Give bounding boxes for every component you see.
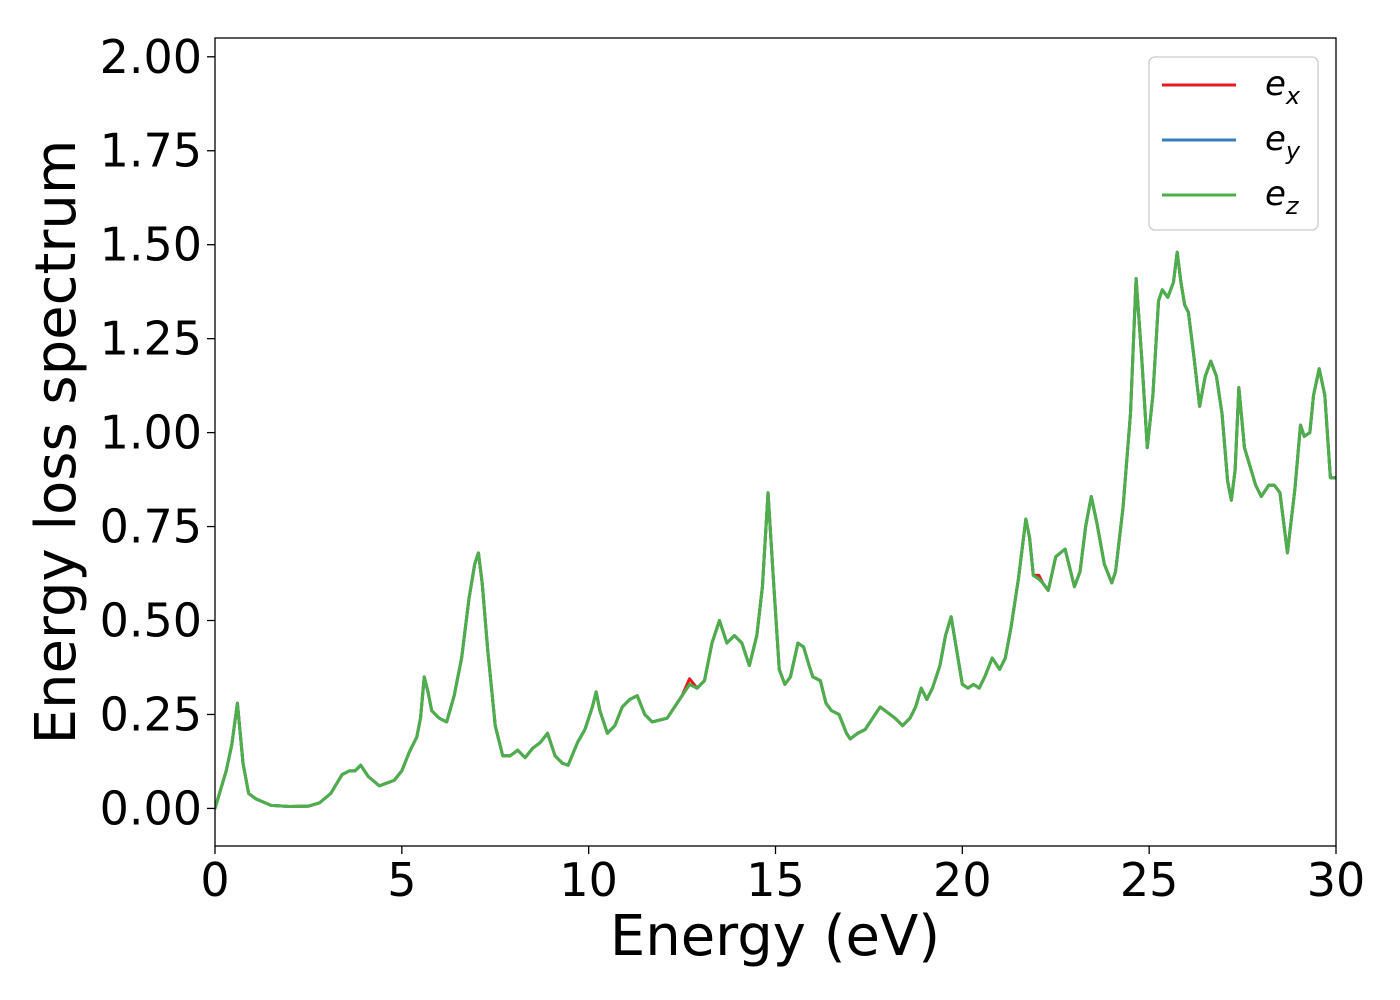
y-tick-label: 0.25 [100,687,202,741]
series-line-z [215,250,1336,810]
x-axis: 0 5 10 15 20 25 30 [200,846,1365,907]
y-tick-label: 1.50 [100,218,202,272]
y-tick-label: 1.75 [100,124,202,178]
x-axis-label: Energy (eV) [610,904,940,969]
x-tick-label: 25 [1120,853,1179,907]
y-tick-label: 2.00 [100,30,202,84]
y-axis-label: Energy loss spectrum [24,140,89,745]
x-tick-label: 5 [387,853,416,907]
legend-box [1148,56,1319,231]
y-axis: 0.00 0.25 0.50 0.75 1.00 1.25 1.50 1.75 2.00 [100,30,215,835]
y-tick-label: 0.50 [100,594,202,648]
x-tick-label: 0 [200,853,229,907]
y-tick-label: 1.25 [100,312,202,366]
y-tick-label: 0.00 [100,781,202,835]
x-tick-label: 15 [746,853,805,907]
series-layer [215,250,1336,810]
x-tick-label: 20 [933,853,992,907]
y-tick-label: 1.00 [100,406,202,460]
x-tick-label: 30 [1307,853,1366,907]
y-tick-label: 0.75 [100,500,202,554]
x-tick-label: 10 [559,853,618,907]
